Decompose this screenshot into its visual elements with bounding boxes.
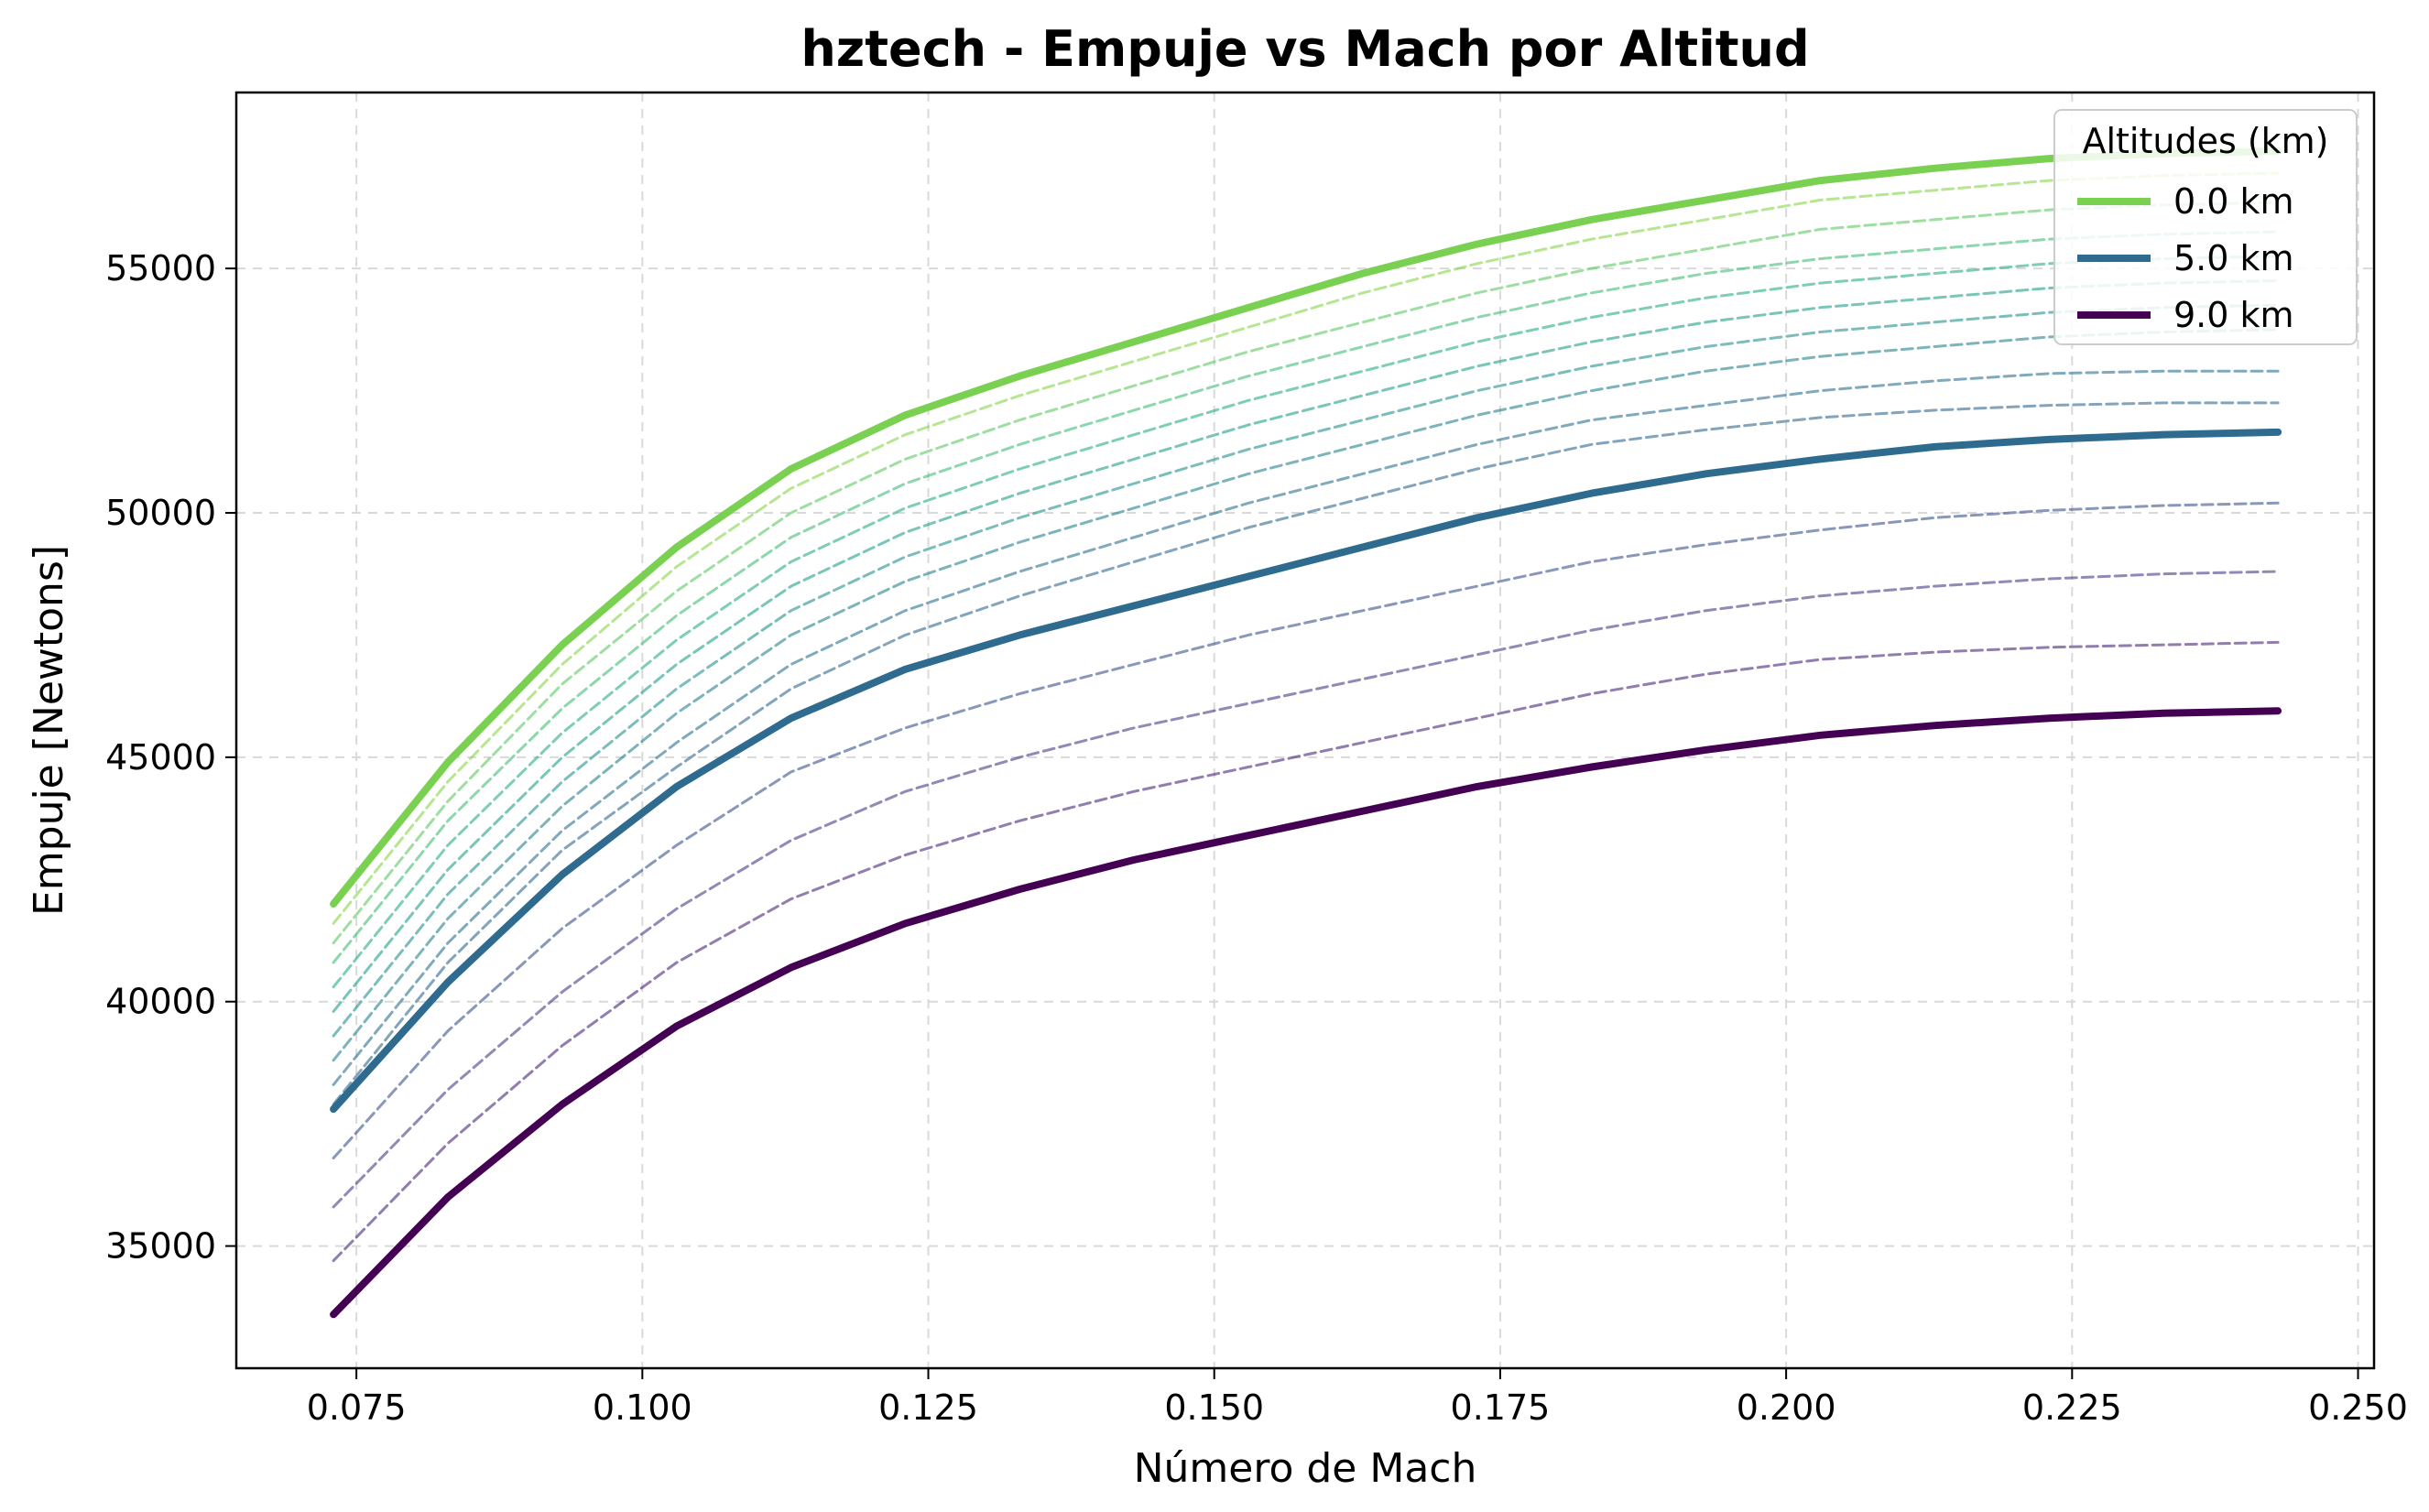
plot-frame bbox=[234, 91, 2376, 1370]
legend-entry-label: 9.0 km bbox=[2173, 295, 2294, 335]
series-line-intermediate bbox=[332, 369, 2280, 1086]
series-line-9-0-km bbox=[330, 707, 2282, 1319]
series-line-intermediate bbox=[332, 201, 2280, 945]
legend-title: Altitudes (km) bbox=[2082, 121, 2328, 161]
x-axis-label: Número de Mach bbox=[1134, 1445, 1477, 1492]
x-tick-label: 0.075 bbox=[307, 1387, 407, 1428]
series-line-intermediate bbox=[332, 171, 2280, 925]
series-line-intermediate bbox=[332, 640, 2280, 1263]
series-line-intermediate bbox=[332, 328, 2280, 1062]
y-tick-label: 40000 bbox=[105, 982, 216, 1022]
legend: Altitudes (km) 0.0 km 5.0 km 9.0 km bbox=[2053, 109, 2358, 345]
legend-entry-label: 5.0 km bbox=[2173, 238, 2294, 278]
series-lines bbox=[330, 147, 2282, 1319]
x-tick-label: 0.175 bbox=[1451, 1387, 1551, 1428]
series-line-intermediate bbox=[332, 255, 2280, 989]
series-line-intermediate bbox=[332, 279, 2280, 1013]
x-tick-label: 0.225 bbox=[2022, 1387, 2122, 1428]
x-tick-label: 0.250 bbox=[2308, 1387, 2408, 1428]
series-line-intermediate bbox=[332, 303, 2280, 1038]
series-line-0-0-km bbox=[330, 147, 2282, 908]
y-tick-label: 45000 bbox=[105, 737, 216, 778]
axis-ticks: 0.075 0.100 0.125 0.150 0.175 0.200 0.225 0.250… bbox=[105, 248, 2408, 1428]
x-tick-label: 0.200 bbox=[1737, 1387, 1836, 1428]
y-tick-label: 35000 bbox=[105, 1226, 216, 1267]
series-line-intermediate bbox=[332, 401, 2280, 1106]
series-line-intermediate bbox=[332, 501, 2280, 1159]
x-tick-label: 0.100 bbox=[593, 1387, 692, 1428]
series-line-5-0-km bbox=[330, 428, 2282, 1114]
y-axis-label: Empuje [Newtons] bbox=[26, 545, 72, 916]
legend-box bbox=[2053, 109, 2358, 345]
x-tick-label: 0.125 bbox=[878, 1387, 978, 1428]
y-tick-label: 50000 bbox=[105, 493, 216, 533]
legend-entry-label: 0.0 km bbox=[2173, 181, 2294, 222]
series-line-intermediate bbox=[332, 230, 2280, 964]
x-tick-label: 0.150 bbox=[1164, 1387, 1264, 1428]
y-tick-label: 55000 bbox=[105, 248, 216, 288]
chart-title: hztech - Empuje vs Mach por Altitud bbox=[801, 20, 1809, 78]
series-line-intermediate bbox=[332, 570, 2280, 1209]
grid bbox=[236, 92, 2374, 1368]
